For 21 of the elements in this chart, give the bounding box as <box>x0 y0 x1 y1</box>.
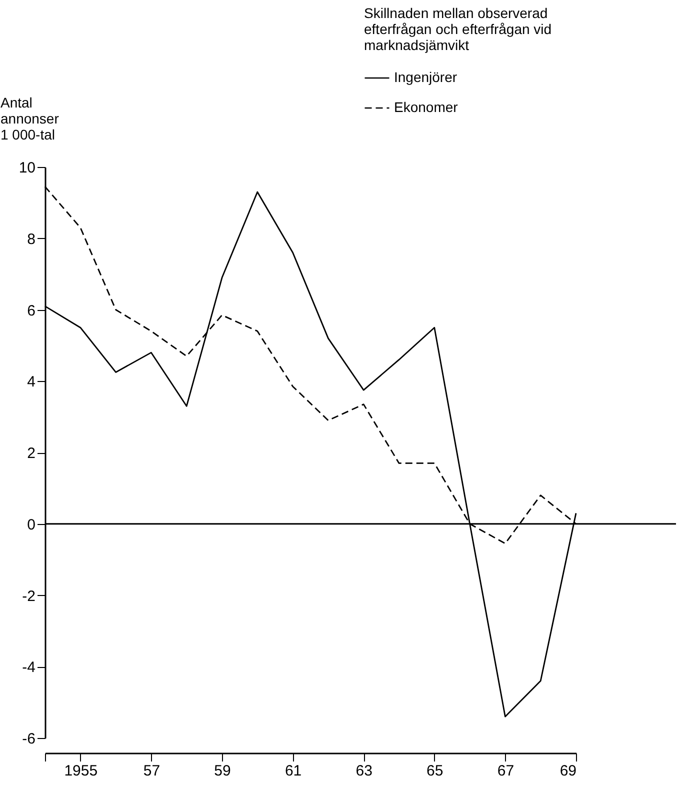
y-tick-label: 4 <box>27 374 36 391</box>
x-tick-label: 69 <box>560 762 576 780</box>
x-tick-label: 57 <box>143 762 160 780</box>
x-tick-label: 63 <box>356 762 372 780</box>
x-tick-label: 67 <box>497 762 514 780</box>
y-tick-label: -4 <box>22 659 36 676</box>
y-tick-label: 8 <box>27 230 36 248</box>
y-tick-label: 2 <box>27 445 36 462</box>
y-tick-label: 10 <box>18 160 36 176</box>
y-tick-label: -6 <box>22 730 36 748</box>
legend-label: Ingenjörer <box>394 69 458 85</box>
legend-label: Ekonomer <box>394 99 458 115</box>
x-tick-label: 65 <box>426 762 444 780</box>
legend-title: Skillnaden mellan observerad efterfrågan och efterfrågan vid marknadsjämvikt <box>364 5 552 53</box>
y-axis-title: Antal annonser 1 000-tal <box>0 94 60 142</box>
x-tick-label: 59 <box>214 762 231 780</box>
x-tick-label: 61 <box>284 762 302 780</box>
x-tick-label: 1955 <box>64 762 98 780</box>
y-tick-label: 0 <box>27 516 36 534</box>
y-tick-label: -2 <box>22 588 36 605</box>
y-tick-label: 6 <box>27 302 36 320</box>
